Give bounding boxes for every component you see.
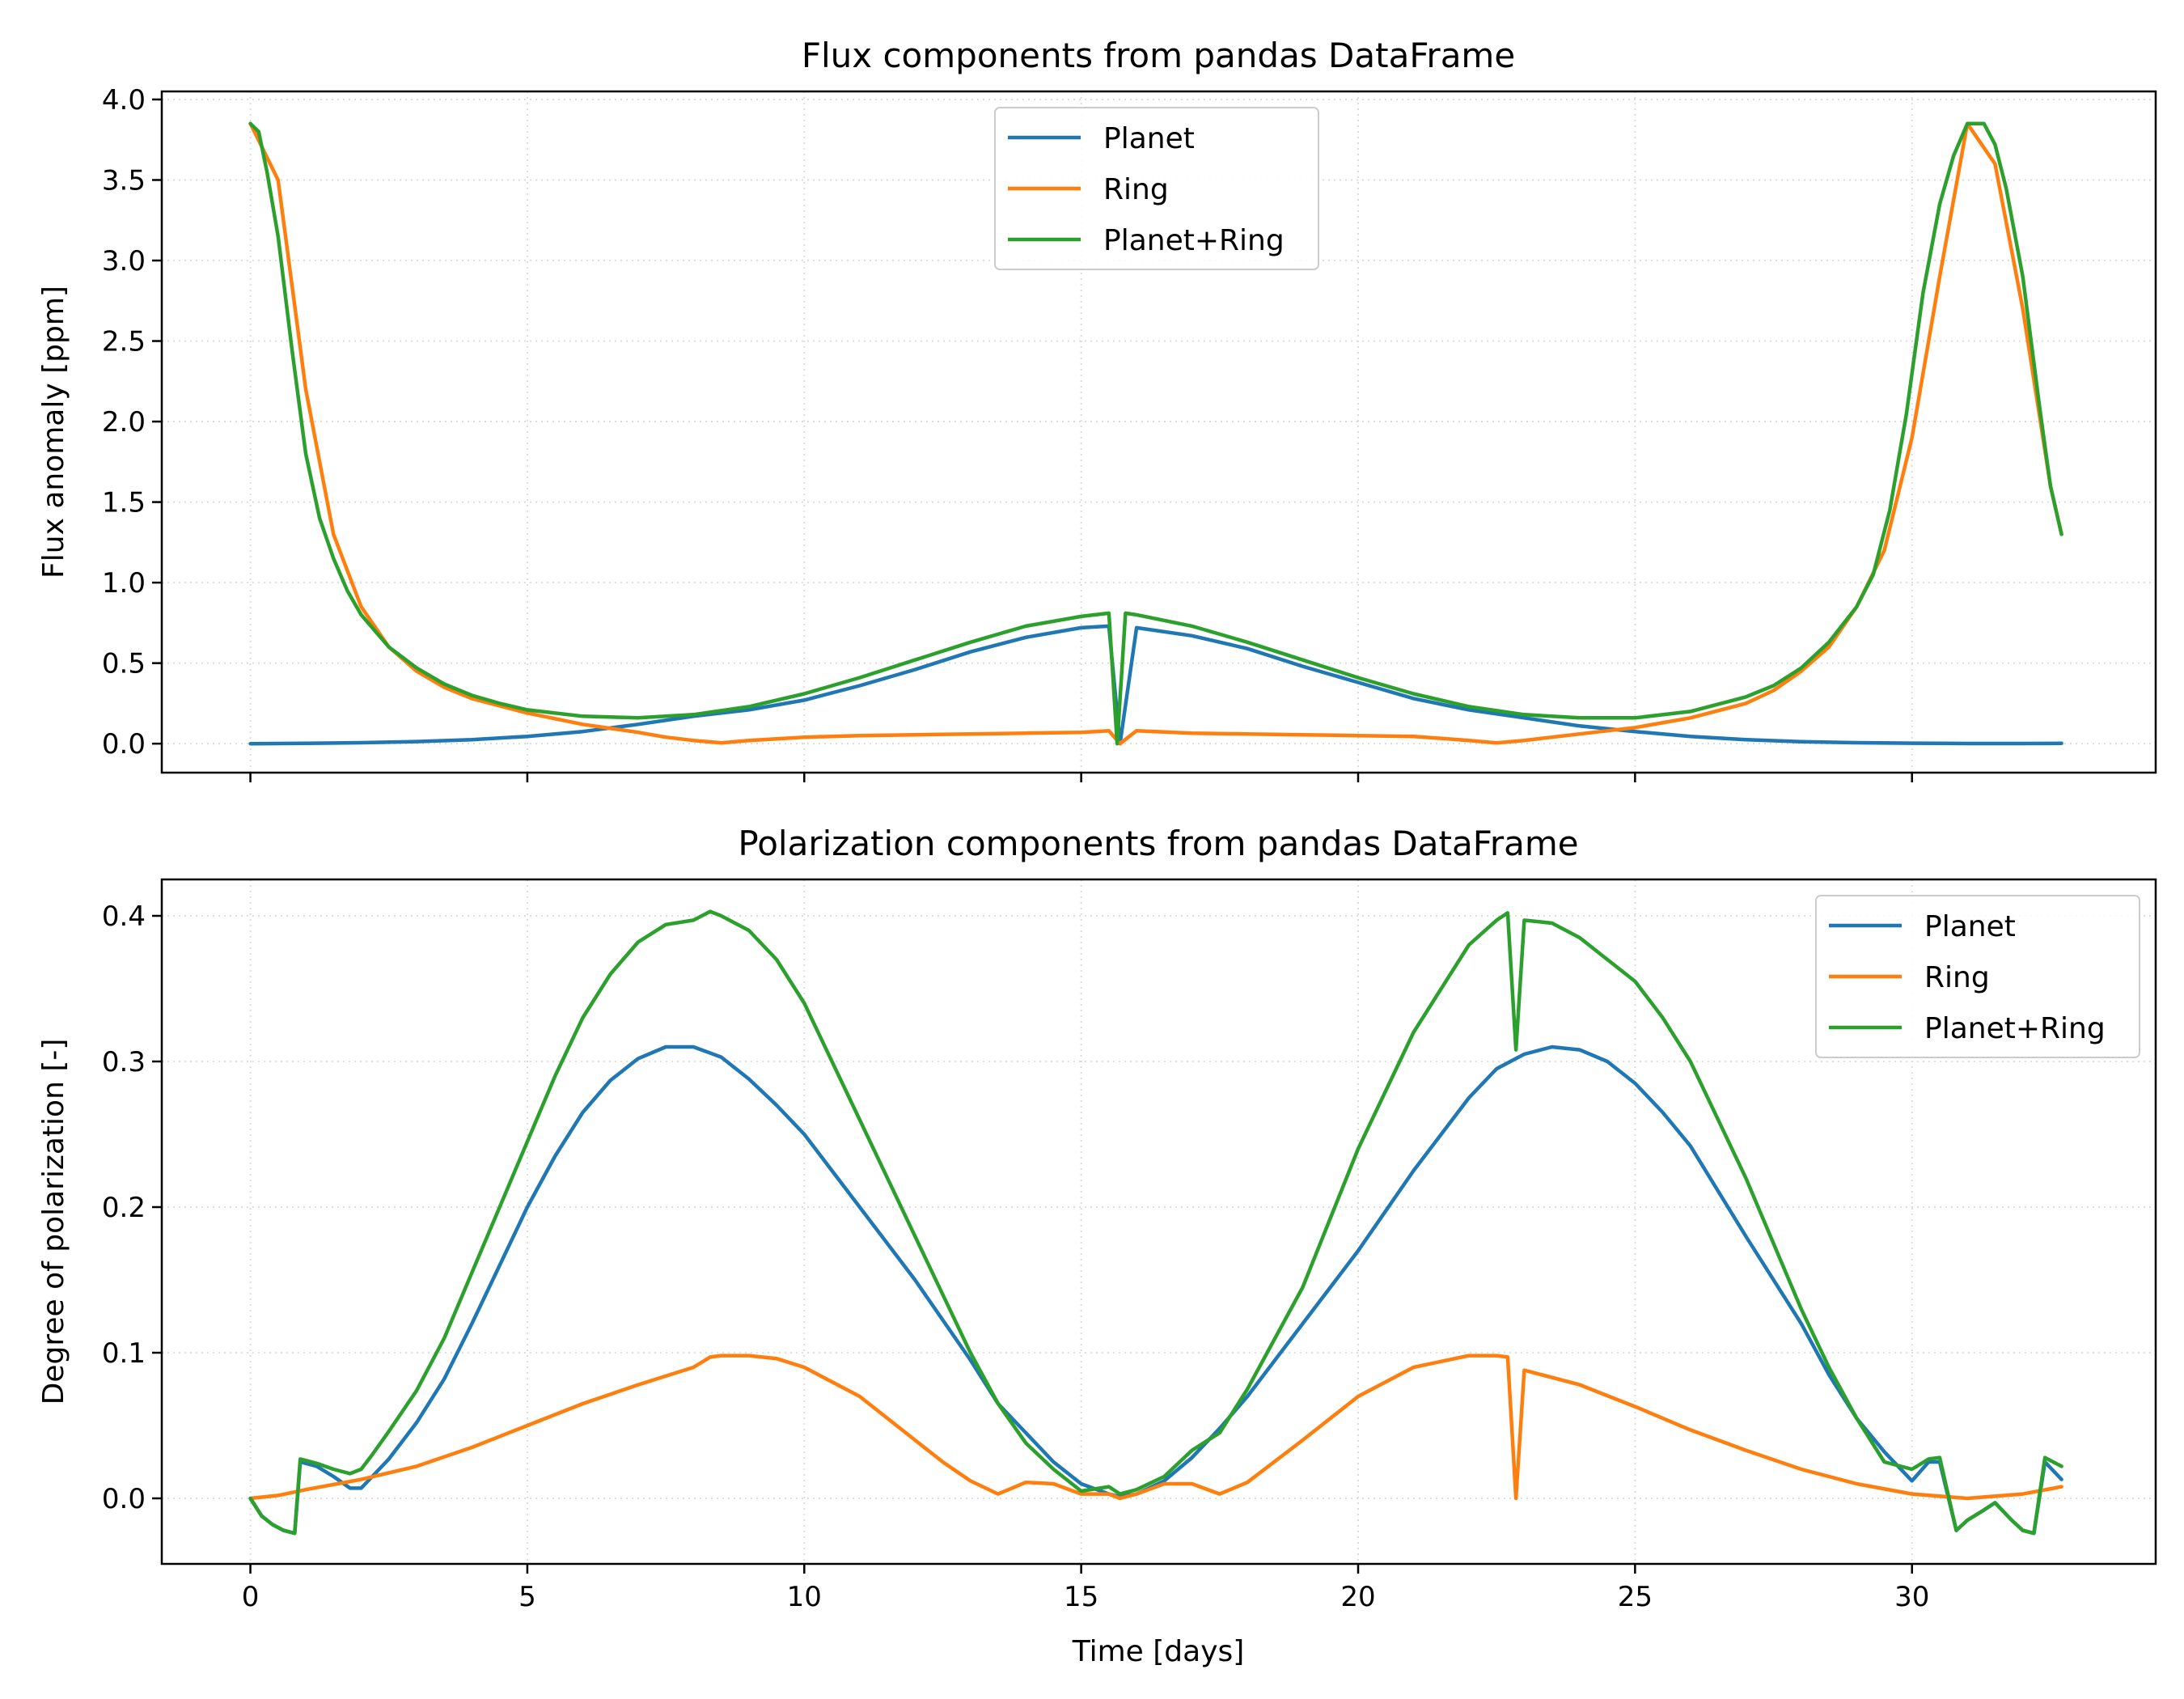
polarization-x-tick-label: 30: [1894, 1581, 1929, 1613]
x-axis-label: Time [days]: [1072, 1635, 1245, 1668]
flux-ticks: 0.0 0.5 1.0 1.5 2.0 2.5 3.0 3.5 4.0: [102, 84, 1913, 782]
flux-y-tick-label: 2.0: [102, 406, 146, 439]
flux-legend-box: [994, 107, 1319, 270]
flux-legend-label: Planet+Ring: [1103, 224, 1285, 257]
flux-axes-frame: [160, 90, 2157, 774]
polarization-y-tick-label: 0.3: [102, 1046, 146, 1078]
polarization-series-planet-ring: [248, 909, 2063, 1536]
polarization-chart-title: Polarization components from pandas Data…: [738, 824, 1578, 863]
polarization-y-tick-label: 0.0: [102, 1483, 146, 1515]
flux-y-tick-label: 4.0: [102, 84, 146, 117]
polarization-ticks: 0 5 10 15 20 25 30 0.0 0.1 0.2 0.3 0.4: [102, 900, 1929, 1613]
polarization-y-tick-label: 0.4: [102, 900, 146, 933]
flux-legend-label: Planet: [1103, 122, 1195, 155]
polarization-series: [248, 909, 2063, 1536]
flux-series: [248, 121, 2063, 746]
polarization-legend: Planet Ring Planet+Ring: [1815, 895, 2140, 1058]
polarization-x-tick-label: 20: [1340, 1581, 1375, 1613]
polarization-legend-label: Ring: [1924, 961, 1990, 994]
polarization-y-tick-label: 0.1: [102, 1337, 146, 1370]
polarization-x-tick-label: 25: [1618, 1581, 1653, 1613]
flux-legend: Planet Ring Planet+Ring: [994, 107, 1319, 270]
flux-y-tick-label: 3.5: [102, 164, 146, 197]
flux-y-axis-label: Flux anomaly [ppm]: [37, 286, 70, 578]
polarization-panel: Polarization components from pandas Data…: [37, 824, 2157, 1668]
flux-y-tick-label: 0.0: [102, 728, 146, 761]
flux-y-tick-label: 0.5: [102, 648, 146, 680]
polarization-axes-frame: [160, 878, 2157, 1566]
polarization-x-tick-label: 10: [787, 1581, 822, 1613]
polarization-x-tick-label: 0: [242, 1581, 260, 1613]
flux-y-tick-label: 2.5: [102, 326, 146, 358]
flux-panel: Flux components from pandas DataFrame 0.…: [37, 36, 2157, 782]
flux-series-planet: [248, 624, 2063, 746]
polarization-legend-label: Planet: [1924, 910, 2016, 943]
flux-y-tick-label: 1.5: [102, 487, 146, 519]
polarization-legend-box: [1815, 895, 2140, 1058]
polarization-x-tick-label: 15: [1064, 1581, 1098, 1613]
flux-legend-label: Ring: [1103, 173, 1169, 206]
polarization-series-ring: [248, 1354, 2063, 1501]
polarization-legend-label: Planet+Ring: [1924, 1012, 2106, 1045]
flux-y-tick-label: 1.0: [102, 567, 146, 600]
polarization-y-tick-label: 0.2: [102, 1192, 146, 1224]
polarization-y-axis-label: Degree of polarization [-]: [37, 1039, 70, 1405]
flux-chart-title: Flux components from pandas DataFrame: [802, 36, 1515, 75]
polarization-x-tick-label: 5: [518, 1581, 536, 1613]
flux-y-tick-label: 3.0: [102, 245, 146, 278]
flux-series-planet-ring: [248, 121, 2063, 746]
